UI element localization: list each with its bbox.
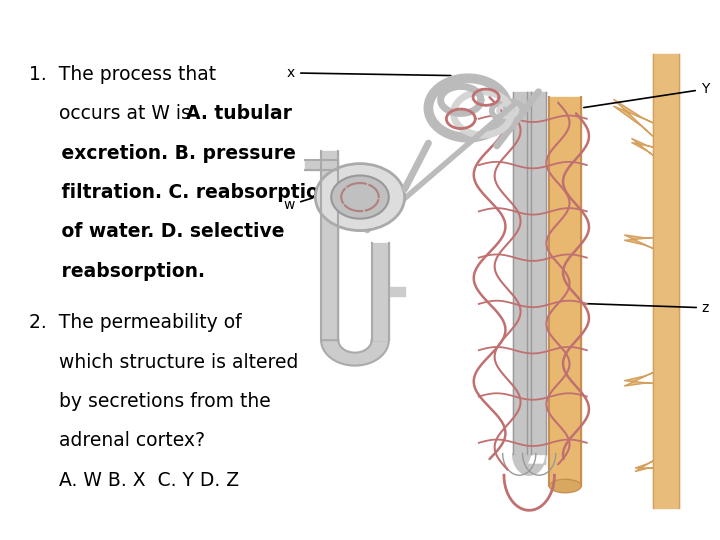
Text: filtration. C. reabsorption: filtration. C. reabsorption xyxy=(29,183,332,202)
Text: w: w xyxy=(284,198,312,212)
Text: z: z xyxy=(552,301,709,315)
Polygon shape xyxy=(321,340,389,366)
Circle shape xyxy=(331,176,389,219)
Text: which structure is altered: which structure is altered xyxy=(29,353,298,372)
Text: 2.  The permeability of: 2. The permeability of xyxy=(29,313,241,332)
Text: Y: Y xyxy=(584,82,709,107)
Text: 1.  The process that: 1. The process that xyxy=(29,65,216,84)
Text: of water. D. selective: of water. D. selective xyxy=(29,222,284,241)
Circle shape xyxy=(315,164,405,231)
Ellipse shape xyxy=(549,480,581,492)
Text: by secretions from the: by secretions from the xyxy=(29,392,271,411)
Text: A. W B. X  C. Y D. Z: A. W B. X C. Y D. Z xyxy=(29,471,239,490)
Polygon shape xyxy=(624,373,653,386)
Text: reabsorption.: reabsorption. xyxy=(29,262,204,281)
Polygon shape xyxy=(513,454,546,475)
Polygon shape xyxy=(624,235,653,248)
Polygon shape xyxy=(631,138,653,156)
Text: adrenal cortex?: adrenal cortex? xyxy=(29,431,204,450)
Text: x: x xyxy=(287,66,451,80)
Polygon shape xyxy=(613,99,653,136)
Polygon shape xyxy=(635,461,653,471)
Text: excretion. B. pressure: excretion. B. pressure xyxy=(29,144,296,163)
Text: occurs at W is: occurs at W is xyxy=(29,104,202,123)
Text: A. tubular: A. tubular xyxy=(186,104,292,123)
